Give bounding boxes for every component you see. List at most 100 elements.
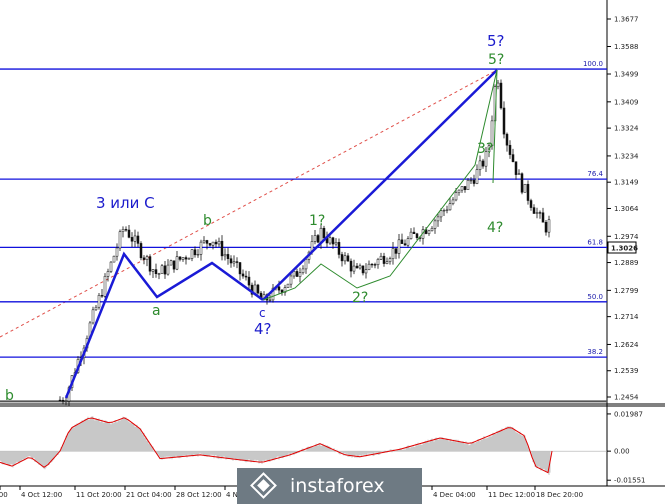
oscillator (0, 416, 607, 475)
candle-body (475, 169, 479, 184)
candle-body (403, 243, 407, 246)
logo-mark-icon (250, 472, 277, 499)
candle-body (190, 249, 194, 259)
candles (58, 79, 551, 407)
candle-body (466, 180, 470, 190)
candle-body (412, 231, 416, 235)
candle-body (394, 248, 398, 254)
candle-body (271, 287, 275, 301)
wave-line-main (64, 251, 264, 399)
fib-level-label: 100.0 (583, 60, 603, 68)
candle-body (385, 261, 389, 264)
candle-body (163, 265, 167, 275)
candle-body (166, 264, 170, 275)
candle-body (388, 258, 392, 262)
candle-body (208, 243, 212, 246)
candle-body (544, 221, 548, 233)
candle-body (343, 255, 347, 262)
x-tick-label: 4 Oct 12:00 (21, 491, 62, 499)
candle-body (442, 210, 446, 212)
candle-body (340, 254, 344, 262)
candle-body (484, 151, 488, 167)
candle-body (295, 271, 299, 277)
candle-body (148, 256, 152, 272)
candle-body (472, 179, 476, 184)
candle-body (520, 173, 524, 193)
candle-body (508, 144, 512, 155)
wave-label-5-green: 5? (488, 52, 504, 68)
candle-body (364, 269, 368, 274)
candle-body (211, 241, 215, 246)
candle-body (280, 289, 284, 293)
candle-body (517, 173, 521, 175)
candle-body (178, 256, 182, 260)
candle-body (241, 273, 245, 277)
candle-body (217, 240, 221, 245)
candle-body (109, 261, 113, 272)
candle-body (133, 235, 137, 242)
x-tick-label: 4 Dec 04:00 (433, 491, 476, 499)
candle-body (337, 242, 341, 255)
candle-body (193, 249, 197, 256)
wave-label-b: b (203, 213, 212, 229)
candle-body (151, 269, 155, 272)
candle-body (232, 261, 236, 264)
candle-body (397, 239, 401, 254)
wave-label-3: 3? (477, 141, 493, 157)
candle-body (115, 247, 119, 257)
candle-body (184, 257, 188, 260)
candle-body (142, 257, 146, 260)
candle-body (268, 299, 272, 301)
candle-body (322, 227, 326, 239)
fib-level-label: 61.8 (587, 238, 603, 246)
candle-body (526, 183, 530, 201)
y-tick-label: 1.2974 (614, 233, 639, 241)
candle-body (229, 258, 233, 264)
candle-body (457, 189, 461, 193)
candle-body (529, 200, 533, 208)
candle-body (196, 254, 200, 256)
oscillator-signal-line (0, 417, 553, 474)
candle-body (379, 255, 383, 260)
wave-label-b-left: b (5, 388, 14, 404)
candle-body (289, 275, 293, 285)
candle-body (106, 271, 110, 277)
candle-body (400, 239, 404, 244)
candle-body (313, 235, 317, 242)
y-tick-label: 1.2624 (614, 341, 639, 349)
wave-label-2: 2? (352, 290, 368, 306)
candle-body (430, 228, 434, 232)
price-panel (0, 0, 607, 404)
candle-body (103, 276, 107, 297)
oscillator-axis: 0.01987 0.00 -0.01551 (607, 410, 645, 485)
candle-body (286, 283, 290, 288)
y-tick-label: 1.2454 (614, 394, 639, 402)
candle-body (319, 227, 323, 243)
candle-body (346, 255, 350, 262)
y-tick-label: 1.2714 (614, 313, 639, 321)
instaforex-logo: instaforex (237, 468, 422, 504)
candle-body (220, 240, 224, 257)
candle-body (469, 179, 473, 182)
wave-line-5 (262, 69, 498, 301)
candle-body (112, 255, 116, 263)
x-axis: 0:00 4 Oct 12:00 11 Oct 20:00 21 Oct 04:00 2… (0, 486, 583, 499)
candle-body (100, 295, 104, 297)
candle-body (202, 240, 206, 243)
x-tick-label: 11 Dec 12:00 (488, 491, 535, 499)
fib-levels: 100.0 76.4 61.8 50.0 38.2 (0, 60, 607, 358)
candle-body (328, 237, 332, 244)
candle-body (187, 258, 191, 260)
candle-body (478, 160, 482, 170)
y-tick-label: 1.3409 (614, 98, 639, 106)
y-tick-label: 1.3064 (614, 205, 639, 213)
candle-body (358, 265, 362, 269)
wave-label-c: c (259, 306, 266, 320)
candle-body (136, 235, 140, 244)
x-tick-label: 0:00 (0, 491, 8, 499)
candle-body (532, 207, 536, 214)
current-price-marker: 1.3026 (607, 241, 638, 254)
candle-body (139, 243, 143, 259)
